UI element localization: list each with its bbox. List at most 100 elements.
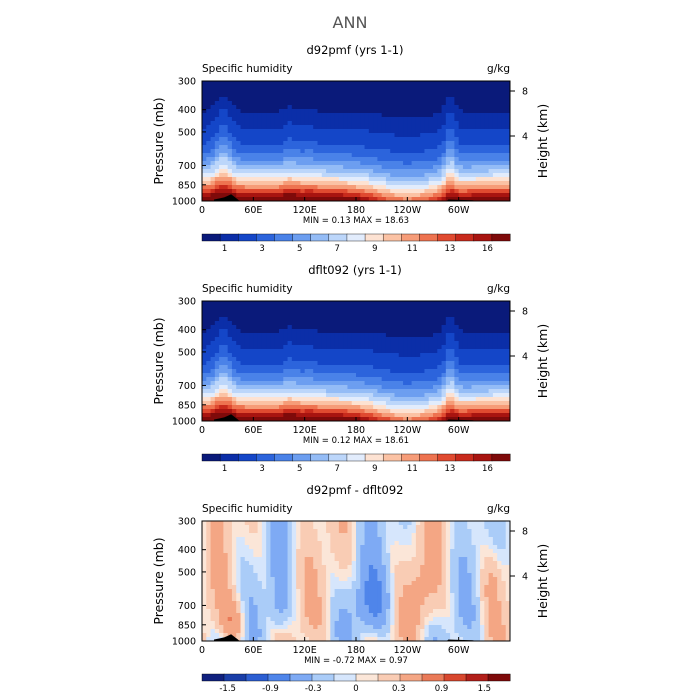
heatmap-cell [279, 393, 284, 398]
heatmap-cell [497, 101, 502, 106]
heatmap-cell [244, 545, 250, 550]
x-tick-label: 180 [347, 425, 365, 436]
heatmap-cell [279, 405, 284, 410]
heatmap-cell [497, 133, 502, 138]
heatmap-cell [326, 149, 331, 154]
heatmap-cell [467, 133, 472, 138]
heatmap-cell [480, 93, 485, 98]
heatmap-cell [467, 337, 472, 342]
heatmap-cell [433, 353, 438, 358]
heatmap-cell [356, 409, 361, 414]
heatmap-cell [202, 169, 207, 174]
heatmap-cell [330, 189, 336, 194]
heatmap-cell [377, 373, 383, 378]
heatmap-cell [231, 89, 237, 94]
heatmap-cell [317, 317, 323, 322]
heatmap-cell [300, 541, 306, 546]
heatmap-cell [291, 133, 297, 138]
heatmap-cell [492, 313, 498, 318]
heatmap-cell [253, 337, 259, 342]
heatmap-cell [420, 145, 425, 150]
heatmap-cell [480, 353, 485, 358]
heatmap-cell [227, 85, 233, 90]
heatmap-cell [467, 365, 472, 370]
heatmap-cell [381, 401, 387, 406]
heatmap-cell [501, 405, 507, 410]
heatmap-cell [274, 153, 280, 158]
heatmap-cell [240, 113, 246, 118]
heatmap-cell [338, 549, 344, 554]
heatmap-cell [253, 317, 259, 322]
heatmap-cell [291, 349, 297, 354]
heatmap-cell [450, 161, 455, 166]
heatmap-cell [257, 121, 263, 126]
heatmap-cell [403, 389, 408, 394]
heatmap-cell [411, 317, 417, 322]
heatmap-cell [308, 401, 314, 406]
heatmap-cell [202, 313, 207, 318]
heatmap-cell [321, 169, 327, 174]
heatmap-cell [501, 81, 507, 86]
heatmap-cell [304, 349, 310, 354]
heatmap-cell [296, 137, 301, 142]
heatmap-cell [488, 157, 494, 162]
x-tick-label: 0 [199, 205, 205, 216]
chart-panel: dflt092 (yrs 1-1)Specific humidity g/kg30… [151, 263, 550, 474]
heatmap-cell [308, 409, 314, 414]
heatmap-cell [266, 349, 271, 354]
heatmap-cell [364, 537, 370, 542]
heatmap-cell [390, 105, 395, 110]
heatmap-cell [266, 365, 271, 370]
heatmap-cell [411, 145, 417, 150]
heatmap-cell [450, 529, 455, 534]
heatmap-cell [398, 545, 404, 550]
heatmap-cell [270, 169, 276, 174]
heatmap-cell [480, 369, 485, 374]
heatmap-cell [394, 161, 400, 166]
heatmap-cell [450, 389, 455, 394]
heatmap-cell [338, 301, 344, 306]
heatmap-cell [223, 169, 229, 174]
heatmap-cell [424, 153, 430, 158]
heatmap-cell [381, 133, 387, 138]
heatmap-cell [458, 101, 464, 106]
heatmap-cell [428, 321, 434, 326]
heatmap-cell [266, 541, 271, 546]
heatmap-cell [244, 345, 250, 350]
heatmap-cell [274, 317, 280, 322]
heatmap-cell [270, 369, 276, 374]
heatmap-cell [244, 541, 250, 546]
heatmap-cell [214, 185, 220, 190]
heatmap-cell [411, 129, 417, 134]
heatmap-cell [501, 197, 507, 202]
heatmap-cell [249, 125, 254, 130]
heatmap-cell [227, 129, 233, 134]
heatmap-cell [317, 165, 323, 170]
heatmap-cell [261, 361, 267, 366]
heatmap-cell [351, 125, 357, 130]
heatmap-cell [304, 149, 310, 154]
heatmap-cell [505, 81, 511, 86]
heatmap-cell [497, 153, 502, 158]
heatmap-cell [428, 393, 434, 398]
heatmap-cell [407, 333, 413, 338]
heatmap-cell [420, 393, 425, 398]
heatmap-cell [214, 125, 220, 130]
heatmap-cell [283, 197, 289, 202]
heatmap-cell [445, 165, 451, 170]
heatmap-cell [283, 141, 289, 146]
heatmap-cell [249, 525, 254, 530]
heatmap-cell [206, 345, 212, 350]
heatmap-cell [441, 381, 447, 386]
heatmap-cell [462, 169, 468, 174]
heatmap-cell [411, 345, 417, 350]
heatmap-cell [206, 133, 212, 138]
heatmap-cell [441, 329, 447, 334]
heatmap-cell [484, 85, 490, 90]
heatmap-cell [471, 101, 477, 106]
heatmap-cell [313, 377, 318, 382]
heatmap-cell [347, 309, 353, 314]
heatmap-cell [433, 185, 438, 190]
heatmap-cell [219, 381, 224, 386]
heatmap-cell [385, 317, 391, 322]
